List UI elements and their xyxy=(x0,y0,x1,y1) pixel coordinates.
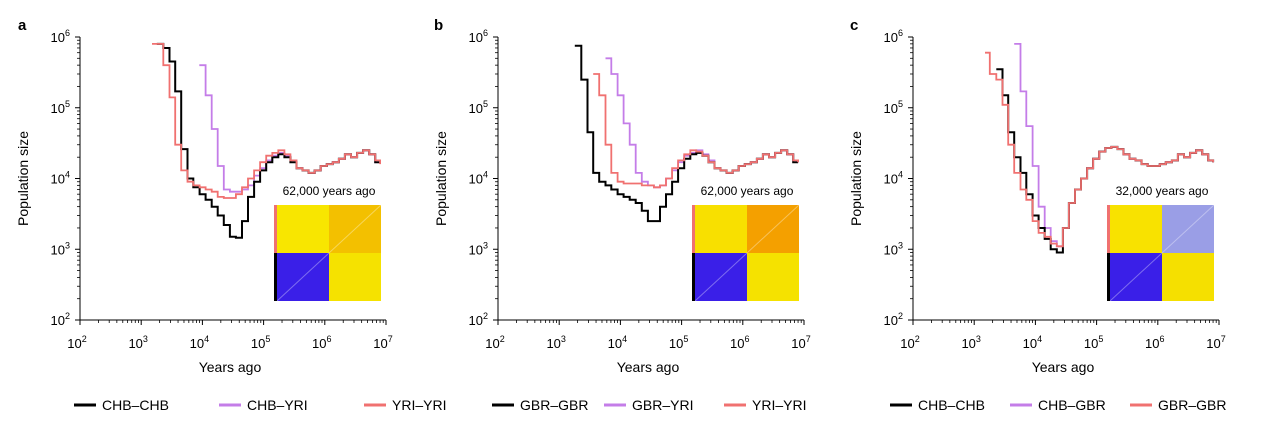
x-tick-label: 102 xyxy=(485,334,504,351)
legend: CHB–CHB CHB–GBR GBR–GBR xyxy=(890,397,1226,413)
y-tick-label: 105 xyxy=(469,99,488,116)
x-tick-label: 107 xyxy=(791,334,810,351)
y-tick-label: 103 xyxy=(51,240,70,257)
inset-annotation: 62,000 years ago xyxy=(701,184,794,198)
y-tick-label: 105 xyxy=(51,99,70,116)
series-line-1 xyxy=(199,64,381,193)
series-line-2 xyxy=(593,73,799,189)
series-line-2 xyxy=(985,51,1214,248)
y-tick-label: 106 xyxy=(884,28,903,45)
matrix-cell-top-left xyxy=(277,205,329,253)
matrix-cell-bottom-left xyxy=(1110,253,1162,301)
y-tick-label: 105 xyxy=(884,99,903,116)
panel-letter: c xyxy=(850,17,858,34)
legend-label: CHB–CHB xyxy=(102,397,169,413)
legend: CHB–CHB CHB–YRI YRI–YRI xyxy=(74,397,446,413)
x-axis-label: Years ago xyxy=(199,359,262,375)
panel-letter: a xyxy=(18,17,27,34)
panel-b: b 102 103 104 105 106 102 103 104 105 106 107 Years … xyxy=(433,17,811,413)
matrix-bar-top xyxy=(274,205,277,253)
x-tick-label: 106 xyxy=(312,334,331,351)
matrix-diagonal xyxy=(1109,204,1215,302)
matrix-cell-bottom-left xyxy=(277,253,329,301)
matrix-cell-top-left xyxy=(1110,205,1162,253)
y-tick-label: 104 xyxy=(51,170,70,187)
x-tick-label: 105 xyxy=(669,334,688,351)
x-axis-label: Years ago xyxy=(617,359,680,375)
x-tick-label: 103 xyxy=(128,334,147,351)
x-axis-label: Years ago xyxy=(1032,359,1095,375)
inset-annotation: 32,000 years ago xyxy=(1116,184,1209,198)
x-tick-label: 107 xyxy=(1206,334,1225,351)
y-tick-label: 102 xyxy=(469,311,488,328)
y-tick-label: 103 xyxy=(469,240,488,257)
x-tick-label: 102 xyxy=(67,334,86,351)
inset-matrix xyxy=(274,204,382,302)
matrix-cell-bottom-right xyxy=(747,253,799,301)
panel-c: c 102 103 104 105 106 102 103 104 105 106 107 Years … xyxy=(848,17,1226,413)
matrix-cell-bottom-right xyxy=(329,253,381,301)
y-tick-label: 102 xyxy=(884,311,903,328)
matrix-bar-bottom xyxy=(1107,253,1110,301)
matrix-cell-top-left xyxy=(695,205,747,253)
legend-label: GBR–GBR xyxy=(520,397,588,413)
legend-label: YRI–YRI xyxy=(752,397,806,413)
matrix-bar-top xyxy=(1107,205,1110,253)
x-tick-label: 107 xyxy=(373,334,392,351)
legend-label: GBR–YRI xyxy=(632,397,693,413)
y-tick-label: 106 xyxy=(469,28,488,45)
series-line-2 xyxy=(152,43,381,199)
x-tick-label: 104 xyxy=(608,334,627,351)
x-tick-label: 104 xyxy=(1023,334,1042,351)
y-tick-label: 106 xyxy=(51,28,70,45)
x-tick-label: 103 xyxy=(961,334,980,351)
y-tick-label: 104 xyxy=(884,170,903,187)
matrix-diagonal xyxy=(276,204,382,302)
legend-label: CHB–CHB xyxy=(918,397,985,413)
legend-label: GBR–GBR xyxy=(1158,397,1226,413)
matrix-bar-bottom xyxy=(692,253,695,301)
legend: GBR–GBR GBR–YRI YRI–YRI xyxy=(492,397,806,413)
x-tick-label: 102 xyxy=(900,334,919,351)
y-axis-label: Population size xyxy=(15,131,31,226)
y-tick-label: 102 xyxy=(51,311,70,328)
y-tick-label: 103 xyxy=(884,240,903,257)
legend-label: CHB–GBR xyxy=(1038,397,1106,413)
x-tick-label: 105 xyxy=(251,334,270,351)
inset-annotation: 62,000 years ago xyxy=(283,184,376,198)
matrix-cell-top-right xyxy=(329,205,381,253)
x-tick-label: 105 xyxy=(1084,334,1103,351)
panel-letter: b xyxy=(434,17,443,34)
matrix-cell-bottom-left xyxy=(695,253,747,301)
matrix-bar-top xyxy=(692,205,695,253)
matrix-cell-top-right xyxy=(747,205,799,253)
x-tick-label: 104 xyxy=(190,334,209,351)
inset-matrix xyxy=(1107,204,1215,302)
matrix-cell-top-right xyxy=(1162,205,1214,253)
x-tick-label: 106 xyxy=(1145,334,1164,351)
y-axis-label: Population size xyxy=(433,131,449,226)
y-tick-label: 104 xyxy=(469,170,488,187)
x-tick-label: 103 xyxy=(546,334,565,351)
y-axis-label: Population size xyxy=(848,131,864,226)
series-line-1 xyxy=(605,57,799,189)
matrix-bar-bottom xyxy=(274,253,277,301)
legend-label: YRI–YRI xyxy=(392,397,446,413)
panel-a: a 102 103 104 105 106 102 103 104 105 106 107 Years … xyxy=(15,17,446,413)
inset-matrix xyxy=(692,204,800,302)
legend-label: CHB–YRI xyxy=(247,397,308,413)
matrix-cell-bottom-right xyxy=(1162,253,1214,301)
matrix-diagonal xyxy=(694,204,800,302)
x-tick-label: 106 xyxy=(730,334,749,351)
